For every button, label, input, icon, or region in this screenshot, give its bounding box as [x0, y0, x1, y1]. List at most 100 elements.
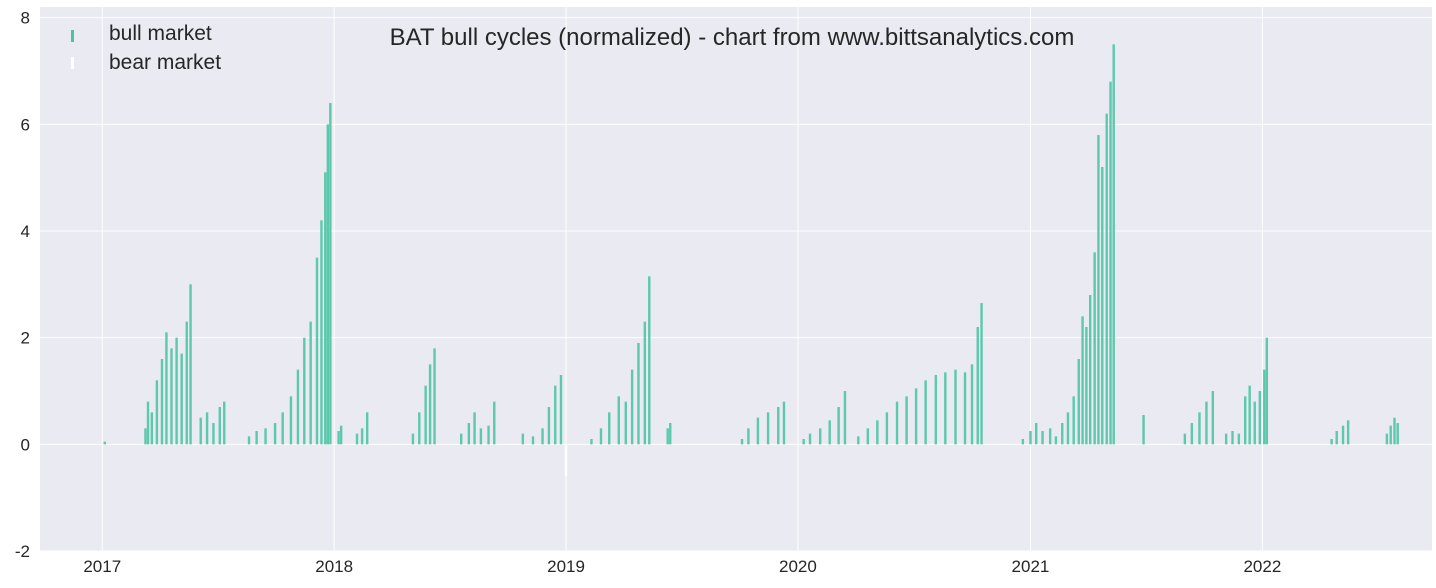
bar — [218, 407, 221, 445]
bar — [1330, 439, 1333, 445]
bar — [1341, 425, 1345, 445]
bar — [980, 303, 983, 445]
bar — [1265, 337, 1269, 445]
bar — [1034, 423, 1038, 445]
bar — [339, 425, 343, 445]
bar — [289, 396, 293, 445]
bar — [866, 428, 870, 445]
bar — [223, 401, 226, 445]
bar — [324, 172, 327, 445]
bar — [521, 433, 525, 445]
bar — [808, 433, 812, 445]
legend-marker-bear — [71, 57, 74, 69]
bar — [643, 321, 647, 445]
bar — [189, 284, 192, 445]
bar — [1142, 415, 1145, 445]
bar — [1205, 401, 1208, 445]
bar — [170, 348, 173, 445]
bar — [1109, 81, 1112, 445]
bar — [1248, 385, 1251, 445]
bar — [1231, 431, 1234, 445]
bar — [360, 428, 364, 445]
bar — [146, 401, 150, 445]
y-tick-label: 0 — [21, 435, 30, 454]
bar — [264, 428, 267, 445]
bar — [479, 428, 483, 445]
bar — [740, 439, 744, 445]
bar — [1335, 431, 1338, 445]
bar — [564, 444, 568, 477]
bar — [473, 412, 476, 445]
bar — [460, 433, 463, 445]
bar — [1224, 433, 1228, 445]
bar — [857, 436, 860, 445]
bar — [954, 369, 957, 445]
bar — [326, 124, 330, 445]
bar — [669, 423, 672, 445]
bar — [666, 428, 669, 445]
bar — [1198, 412, 1201, 445]
bar — [103, 441, 107, 445]
bar — [212, 423, 215, 445]
bar — [630, 369, 634, 445]
bar — [199, 417, 202, 445]
bar — [144, 428, 147, 445]
bar — [1029, 431, 1032, 445]
bar — [837, 407, 840, 445]
bar — [428, 364, 432, 445]
bar — [281, 412, 284, 445]
bar — [155, 380, 159, 445]
bar — [1088, 295, 1092, 445]
bar — [160, 359, 164, 445]
bar — [876, 420, 879, 445]
bar — [487, 425, 490, 445]
bar — [559, 375, 563, 445]
bar — [934, 375, 938, 445]
bar — [329, 103, 332, 445]
bar — [976, 327, 979, 445]
bar — [905, 396, 908, 445]
bar — [180, 353, 183, 445]
bar — [895, 401, 899, 445]
x-tick-label: 2017 — [83, 557, 121, 576]
bar — [247, 436, 251, 445]
bar — [320, 220, 323, 445]
bar — [1061, 423, 1064, 445]
bar — [255, 431, 258, 445]
x-tick-label: 2022 — [1243, 557, 1281, 576]
bar — [1021, 439, 1025, 445]
bar — [554, 385, 557, 445]
x-tick-label: 2020 — [779, 557, 817, 576]
bar — [1085, 327, 1088, 445]
plot-background — [40, 7, 1432, 551]
bar — [1183, 433, 1187, 445]
bar — [970, 364, 974, 445]
bar — [777, 407, 780, 445]
bar — [608, 412, 611, 445]
bar — [411, 433, 415, 445]
bar — [914, 388, 918, 445]
bar — [1253, 401, 1256, 445]
bar — [185, 321, 188, 445]
bar — [273, 423, 277, 445]
x-tick-label: 2021 — [1012, 557, 1050, 576]
bar — [1105, 113, 1108, 445]
bar — [175, 337, 178, 445]
x-tick-label: 2019 — [547, 557, 585, 576]
bar — [1244, 396, 1247, 445]
bar — [205, 412, 209, 445]
bar — [1211, 391, 1215, 445]
bar — [624, 401, 627, 445]
bar — [1393, 417, 1396, 445]
bar — [1101, 167, 1104, 445]
bar — [1072, 396, 1075, 445]
bar — [747, 428, 750, 445]
bar — [1385, 433, 1389, 445]
x-tick-label: 2018 — [315, 557, 353, 576]
bar — [648, 276, 651, 445]
tick-labels: -2 0 2 4 6 8 2017 2018 2019 2020 2021 2022 — [15, 9, 1281, 576]
bar — [782, 401, 786, 445]
bar — [541, 428, 544, 445]
